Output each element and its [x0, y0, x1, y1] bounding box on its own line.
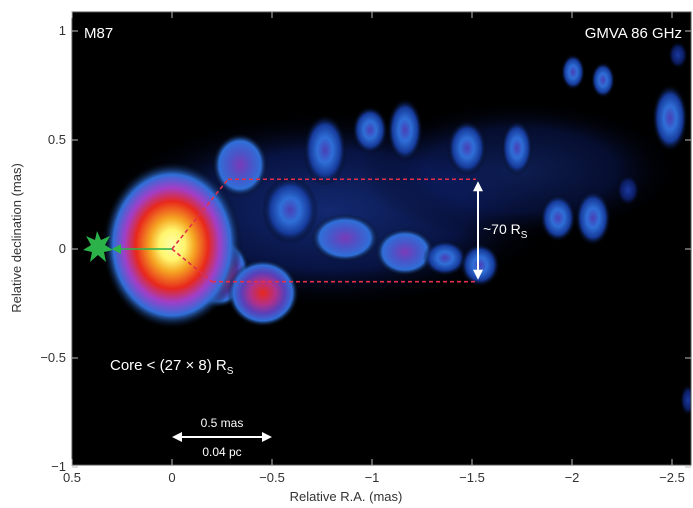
knot-right-3	[616, 174, 640, 206]
jet-edge-top-link	[171, 178, 229, 250]
green-star-icon	[83, 231, 113, 262]
knot-edge	[680, 384, 691, 416]
core-label: Core < (27 × 8) RS	[110, 357, 234, 377]
scale-bar-head-right	[262, 432, 272, 442]
knot-right-1	[540, 194, 576, 242]
knot-upper-5	[447, 120, 487, 176]
y-tick-label: −0.5	[40, 350, 66, 365]
scale-bar	[172, 432, 272, 442]
knot-far-3	[652, 84, 688, 152]
plot-frame	[71, 11, 692, 466]
width-label: ~70 RS	[483, 221, 528, 241]
object-label: M87	[84, 25, 113, 42]
x-axis: 0.5 0 −0.5 −1 −1.5 −2 −2.5	[63, 12, 685, 485]
width-arrow-head-down	[473, 269, 483, 280]
y-axis-title: Relative declination (mas)	[9, 163, 24, 313]
x-tick-label: −0.5	[259, 470, 285, 485]
jet-edge-bottom-link	[171, 248, 213, 283]
knot-upper-4	[387, 98, 423, 162]
knot-lower-1	[460, 243, 500, 287]
knot-mid-1	[262, 176, 318, 244]
knot-mid-2	[311, 214, 379, 262]
green-arrow-head	[112, 244, 121, 254]
x-axis-title: Relative R.A. (mas)	[290, 489, 403, 504]
intensity-map	[100, 41, 691, 416]
knot-far-2	[591, 62, 615, 98]
knot-mid-3	[375, 228, 435, 276]
knot-far-1	[561, 54, 585, 90]
jet-edges	[171, 178, 476, 283]
x-tick-label: −2.5	[659, 470, 685, 485]
x-tick-label: −2	[565, 470, 580, 485]
knot-upper-2	[303, 114, 347, 186]
y-tick-label: 0	[59, 241, 66, 256]
scale-bar-head-left	[172, 432, 182, 442]
x-tick-label: 0.5	[63, 470, 81, 485]
knot-red-2	[227, 259, 299, 327]
core-glow	[102, 161, 242, 329]
width-arrow-head-up	[473, 181, 483, 192]
knot-right-2	[575, 190, 611, 246]
y-axis: 1 0.5 0 −0.5 −1	[40, 23, 691, 474]
x-tick-label: −1	[365, 470, 380, 485]
y-tick-label: 1	[59, 23, 66, 38]
knot-upper-3	[352, 106, 388, 154]
width-arrow	[473, 181, 483, 280]
knot-far-4	[668, 41, 688, 69]
x-tick-label: 0	[168, 470, 175, 485]
scale-bar-bottom-label: 0.04 pc	[202, 445, 241, 459]
knot-mid-4	[423, 240, 467, 276]
scale-bar-top-label: 0.5 mas	[201, 416, 244, 430]
knot-upper-6	[501, 120, 533, 176]
y-tick-label: 0.5	[48, 132, 66, 147]
instrument-label: GMVA 86 GHz	[585, 25, 682, 42]
y-tick-label: −1	[51, 459, 66, 474]
x-tick-label: −1.5	[459, 470, 485, 485]
